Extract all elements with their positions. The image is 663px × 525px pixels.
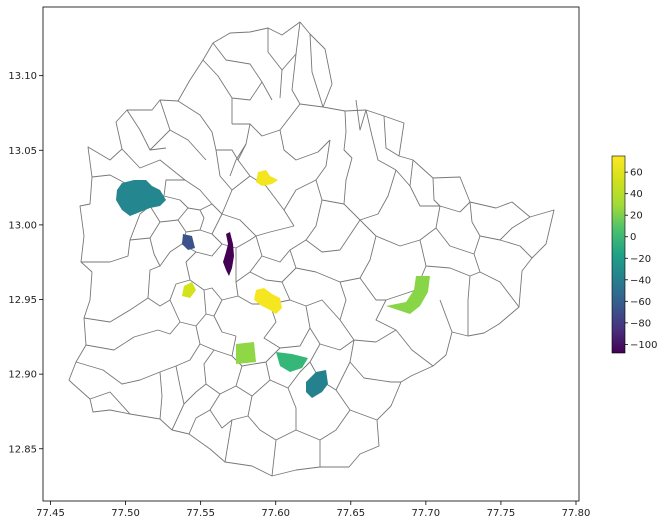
y-tick-label: 12.85 — [8, 444, 37, 455]
colorbar-tick-label: 0 — [630, 232, 636, 243]
x-tick-label: 77.80 — [562, 508, 591, 519]
colorbar-tick-label: −100 — [630, 340, 657, 351]
ward-region — [182, 282, 196, 298]
y-tick-label: 12.95 — [8, 295, 37, 306]
ward-region — [306, 370, 328, 398]
ward-region — [236, 342, 256, 364]
y-axis: 12.85 12.90 12.95 13.00 13.05 13.10 — [8, 71, 43, 455]
highlighted-wards — [116, 170, 430, 398]
x-axis: 77.45 77.50 77.55 77.60 77.65 77.70 77.75 77.80 — [36, 501, 590, 519]
colorbar-tick-label: 20 — [630, 211, 643, 222]
x-tick-label: 77.65 — [336, 508, 365, 519]
y-tick-label: 13.00 — [8, 220, 37, 231]
x-tick-label: 77.55 — [186, 508, 215, 519]
plot-area — [42, 6, 580, 502]
colorbar-tick-label: −20 — [630, 254, 651, 265]
colorbar-tick-label: −80 — [630, 318, 651, 329]
ward-region — [256, 170, 278, 186]
colorbar-tick-label: 40 — [630, 189, 643, 200]
y-tick-label: 13.10 — [8, 71, 37, 82]
ward-region — [116, 180, 166, 216]
x-tick-label: 77.75 — [487, 508, 516, 519]
x-tick-label: 77.70 — [412, 508, 441, 519]
ward-region — [223, 232, 234, 276]
colorbar-tick-label: 60 — [630, 168, 643, 179]
colorbar-tick-label: −40 — [630, 275, 651, 286]
y-tick-label: 13.05 — [8, 146, 37, 157]
x-tick-label: 77.60 — [261, 508, 290, 519]
x-tick-label: 77.50 — [111, 508, 140, 519]
ward-region — [182, 234, 195, 250]
ward-boundaries — [68, 21, 555, 477]
ward-region — [276, 352, 308, 372]
y-tick-label: 12.90 — [8, 370, 37, 381]
ward-region — [254, 288, 282, 314]
x-tick-label: 77.45 — [36, 508, 65, 519]
colorbar-ticks: 60 40 20 0 −20 −40 −60 −80 −100 — [625, 168, 657, 351]
colorbar-tick-label: −60 — [630, 297, 651, 308]
ward-region — [386, 276, 430, 314]
colorbar — [611, 155, 626, 354]
